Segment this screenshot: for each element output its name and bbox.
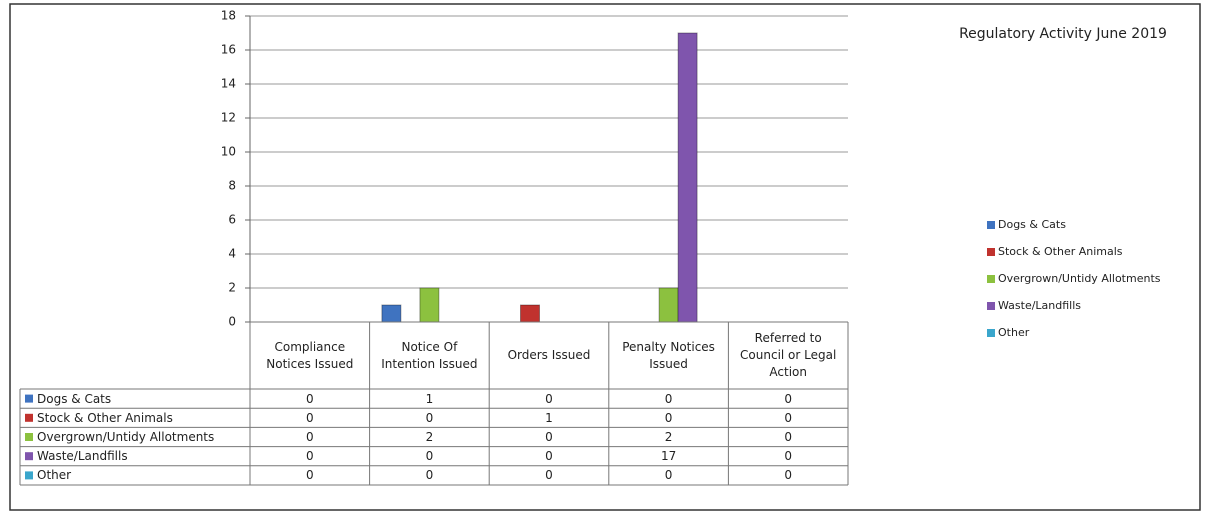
y-tick-label: 18: [221, 9, 236, 23]
row-header: Stock & Other Animals: [37, 410, 173, 425]
legend-label: Stock & Other Animals: [998, 245, 1123, 258]
legend-key: [987, 221, 995, 229]
table-cell: 1: [545, 410, 553, 425]
bar: [658, 287, 679, 323]
table-cell: 0: [425, 410, 434, 425]
legend-key: [987, 275, 995, 283]
row-header: Overgrown/Untidy Allotments: [37, 429, 215, 444]
bar: [381, 304, 402, 323]
y-tick-label: 14: [221, 77, 236, 91]
row-header: Other: [37, 468, 72, 483]
row-header: Dogs & Cats: [37, 391, 112, 406]
y-tick-label: 2: [228, 281, 236, 295]
y-tick-label: 4: [228, 247, 236, 261]
table-cell: 0: [664, 391, 673, 406]
legend-key: [25, 471, 33, 480]
table-cell: 0: [784, 468, 792, 483]
table-cell: 0: [305, 429, 314, 444]
table-cell: 0: [784, 429, 792, 444]
table-cell: 0: [425, 468, 434, 483]
y-tick-label: 12: [221, 111, 236, 125]
frame: [9, 3, 1201, 511]
legend-key: [25, 394, 33, 403]
legend-label: Overgrown/Untidy Allotments: [998, 272, 1161, 285]
table-cell: 0: [784, 449, 792, 464]
x-tick-label: Compliance Notices Issued: [266, 339, 354, 371]
table-cell: 0: [664, 468, 673, 483]
legend-key: [987, 329, 995, 337]
legend-key: [987, 302, 995, 310]
table-cell: 0: [784, 391, 792, 406]
x-tick-label: Notice Of Intention Issued: [381, 339, 478, 371]
table-cell: 0: [305, 449, 314, 464]
x-tick-label: Orders Issued: [507, 348, 591, 362]
bar: [677, 32, 698, 323]
table-cell: 0: [545, 429, 553, 444]
table-cell: 0: [664, 410, 673, 425]
y-tick-label: 16: [221, 43, 236, 57]
bar: [520, 304, 540, 323]
legend-label: Other: [998, 326, 1030, 339]
table-cell: 0: [425, 449, 434, 464]
legend-key: [25, 433, 33, 441]
table-cell: 0: [545, 468, 553, 483]
legend-key: [987, 248, 995, 256]
table-cell: 0: [545, 449, 553, 464]
row-header: Waste/Landfills: [37, 449, 128, 464]
table-cell: 2: [425, 429, 434, 444]
table-cell: 0: [305, 468, 314, 483]
x-tick-label: Referred to Council or Legal Action: [740, 331, 837, 379]
y-tick-label: 10: [221, 145, 236, 159]
y-tick-label: 8: [228, 179, 236, 193]
legend-key: [25, 413, 33, 422]
table-cell: 1: [425, 391, 434, 406]
legend-label: Waste/Landfills: [998, 299, 1081, 312]
table-cell: 0: [784, 410, 792, 425]
y-tick-label: 0: [228, 315, 236, 329]
legend-label: Dogs & Cats: [998, 218, 1066, 231]
table-cell: 2: [664, 429, 673, 444]
table-cell: 17: [660, 449, 677, 464]
bar: [419, 287, 440, 323]
chart-title: Regulatory Activity June 2019: [959, 26, 1167, 42]
y-tick-label: 6: [228, 213, 236, 227]
table-cell: 0: [305, 391, 314, 406]
legend-key: [25, 452, 33, 461]
x-tick-label: Penalty Notices Issued: [622, 339, 715, 371]
table-cell: 0: [305, 410, 314, 425]
table-cell: 0: [545, 391, 553, 406]
